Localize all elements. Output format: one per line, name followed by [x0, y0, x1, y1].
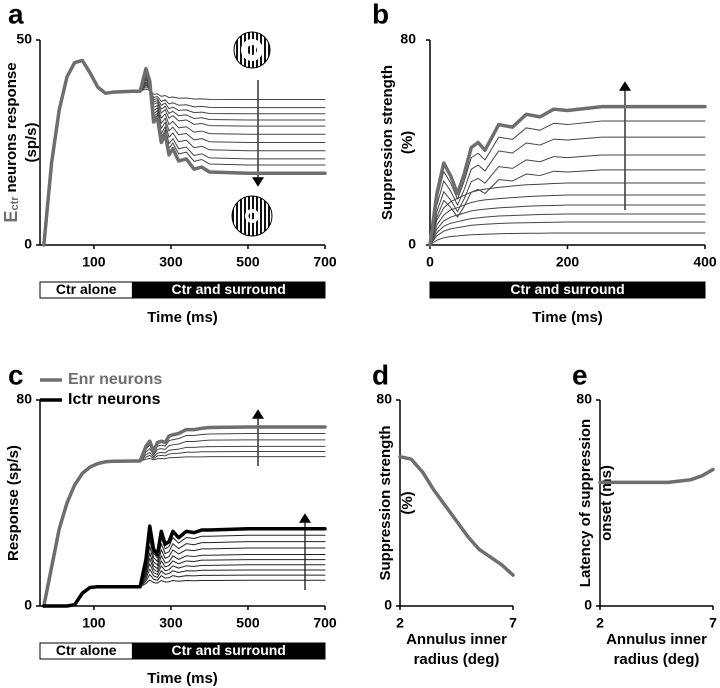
y-tick-label: 80	[576, 391, 592, 407]
series-line	[139, 552, 326, 588]
epoch-label: Ctr and surround	[172, 281, 286, 297]
series-line	[139, 451, 326, 462]
x-tick-label: 700	[313, 615, 337, 631]
series-line	[429, 120, 706, 246]
series-line	[429, 204, 706, 246]
y-tick-label: 0	[584, 597, 592, 613]
y-axis-label: Ectr neurons response	[1, 62, 21, 222]
series-line	[42, 425, 327, 608]
grating-icon-large-annulus	[231, 195, 273, 237]
grating-icon-small-annulus	[233, 31, 271, 69]
x-tick-label: 300	[159, 254, 183, 270]
series-line	[139, 557, 326, 588]
y-axis-label: Suppression strength	[377, 425, 394, 580]
series-line	[139, 439, 326, 462]
y-axis-label: onset (ms)	[598, 465, 615, 541]
epoch-label: Ctr alone	[56, 642, 117, 658]
series-line	[42, 524, 327, 608]
y-tick-label: 0	[24, 236, 32, 252]
x-axis-label: radius (deg)	[414, 651, 500, 668]
legend-label: Enr neurons	[68, 371, 162, 388]
x-tick-label: 2	[596, 615, 604, 631]
y-axis-label: (%)	[399, 491, 416, 514]
x-tick-label: 400	[693, 254, 717, 270]
y-tick-label: 50	[16, 31, 32, 47]
panel-letter: a	[8, 0, 24, 29]
series-line	[139, 88, 326, 100]
x-axis-label: Time (ms)	[147, 670, 218, 687]
series-line	[429, 194, 706, 246]
x-tick-label: 500	[236, 615, 260, 631]
panel-letter: e	[572, 359, 588, 390]
series-line	[139, 545, 326, 588]
y-axis-label-text: neurons response	[3, 62, 20, 192]
series-line	[139, 539, 326, 588]
y-tick-label: 80	[16, 391, 32, 407]
series-line	[598, 467, 715, 485]
series-line	[139, 568, 326, 588]
x-tick-label: 7	[509, 615, 517, 631]
series-line	[139, 445, 326, 462]
y-axis-symbol-sub: ctr	[9, 196, 21, 211]
x-axis-label: Time (ms)	[147, 309, 218, 326]
epoch-label: Ctr alone	[56, 281, 117, 297]
y-axis-label: Response (sp/s)	[5, 445, 22, 561]
y-tick-label: 80	[376, 391, 392, 407]
series-line	[429, 169, 706, 246]
series-line	[139, 574, 326, 588]
series-line	[139, 579, 326, 588]
y-tick-label: 0	[24, 597, 32, 613]
panel-letter: c	[8, 359, 24, 390]
y-axis-symbol: E	[1, 211, 21, 223]
y-axis-label: Suppression strength	[379, 65, 396, 220]
y-tick-label: 0	[384, 597, 392, 613]
x-axis-label: Annulus inner	[406, 631, 507, 648]
y-axis-label: (sp/s)	[23, 122, 40, 162]
x-tick-label: 200	[556, 254, 580, 270]
y-axis-label: Latency of suppression	[577, 419, 594, 587]
x-axis-label: Annulus inner	[606, 631, 707, 648]
x-tick-label: 7	[709, 615, 717, 631]
y-tick-label: 80	[400, 31, 416, 47]
series-line	[429, 154, 706, 246]
epoch-label: Ctr and surround	[510, 281, 624, 297]
series-line	[429, 221, 706, 246]
series-line	[428, 104, 707, 247]
panel-letter: d	[372, 359, 389, 390]
x-tick-label: 0	[426, 254, 434, 270]
epoch-bar	[131, 281, 326, 299]
series-line	[139, 456, 326, 462]
panel-letter: b	[372, 0, 389, 29]
x-tick-label: 100	[82, 615, 106, 631]
epoch-bar	[131, 642, 326, 660]
series-line	[398, 454, 515, 577]
y-axis-label: (%)	[399, 131, 416, 154]
x-tick-label: 300	[159, 615, 183, 631]
series-line	[429, 213, 706, 246]
series-line	[429, 136, 706, 246]
x-tick-label: 500	[236, 254, 260, 270]
x-tick-label: 2	[396, 615, 404, 631]
series-line	[42, 58, 327, 247]
series-line	[139, 563, 326, 588]
epoch-bar	[429, 281, 706, 299]
x-tick-label: 700	[313, 254, 337, 270]
series-line	[429, 182, 706, 246]
series-line	[429, 232, 706, 246]
x-axis-label: radius (deg)	[614, 651, 700, 668]
y-tick-label: 0	[408, 236, 416, 252]
x-tick-label: 100	[82, 254, 106, 270]
legend-label: Ictr neurons	[68, 391, 161, 408]
x-axis-label: Time (ms)	[532, 309, 603, 326]
epoch-label: Ctr and surround	[172, 642, 286, 658]
